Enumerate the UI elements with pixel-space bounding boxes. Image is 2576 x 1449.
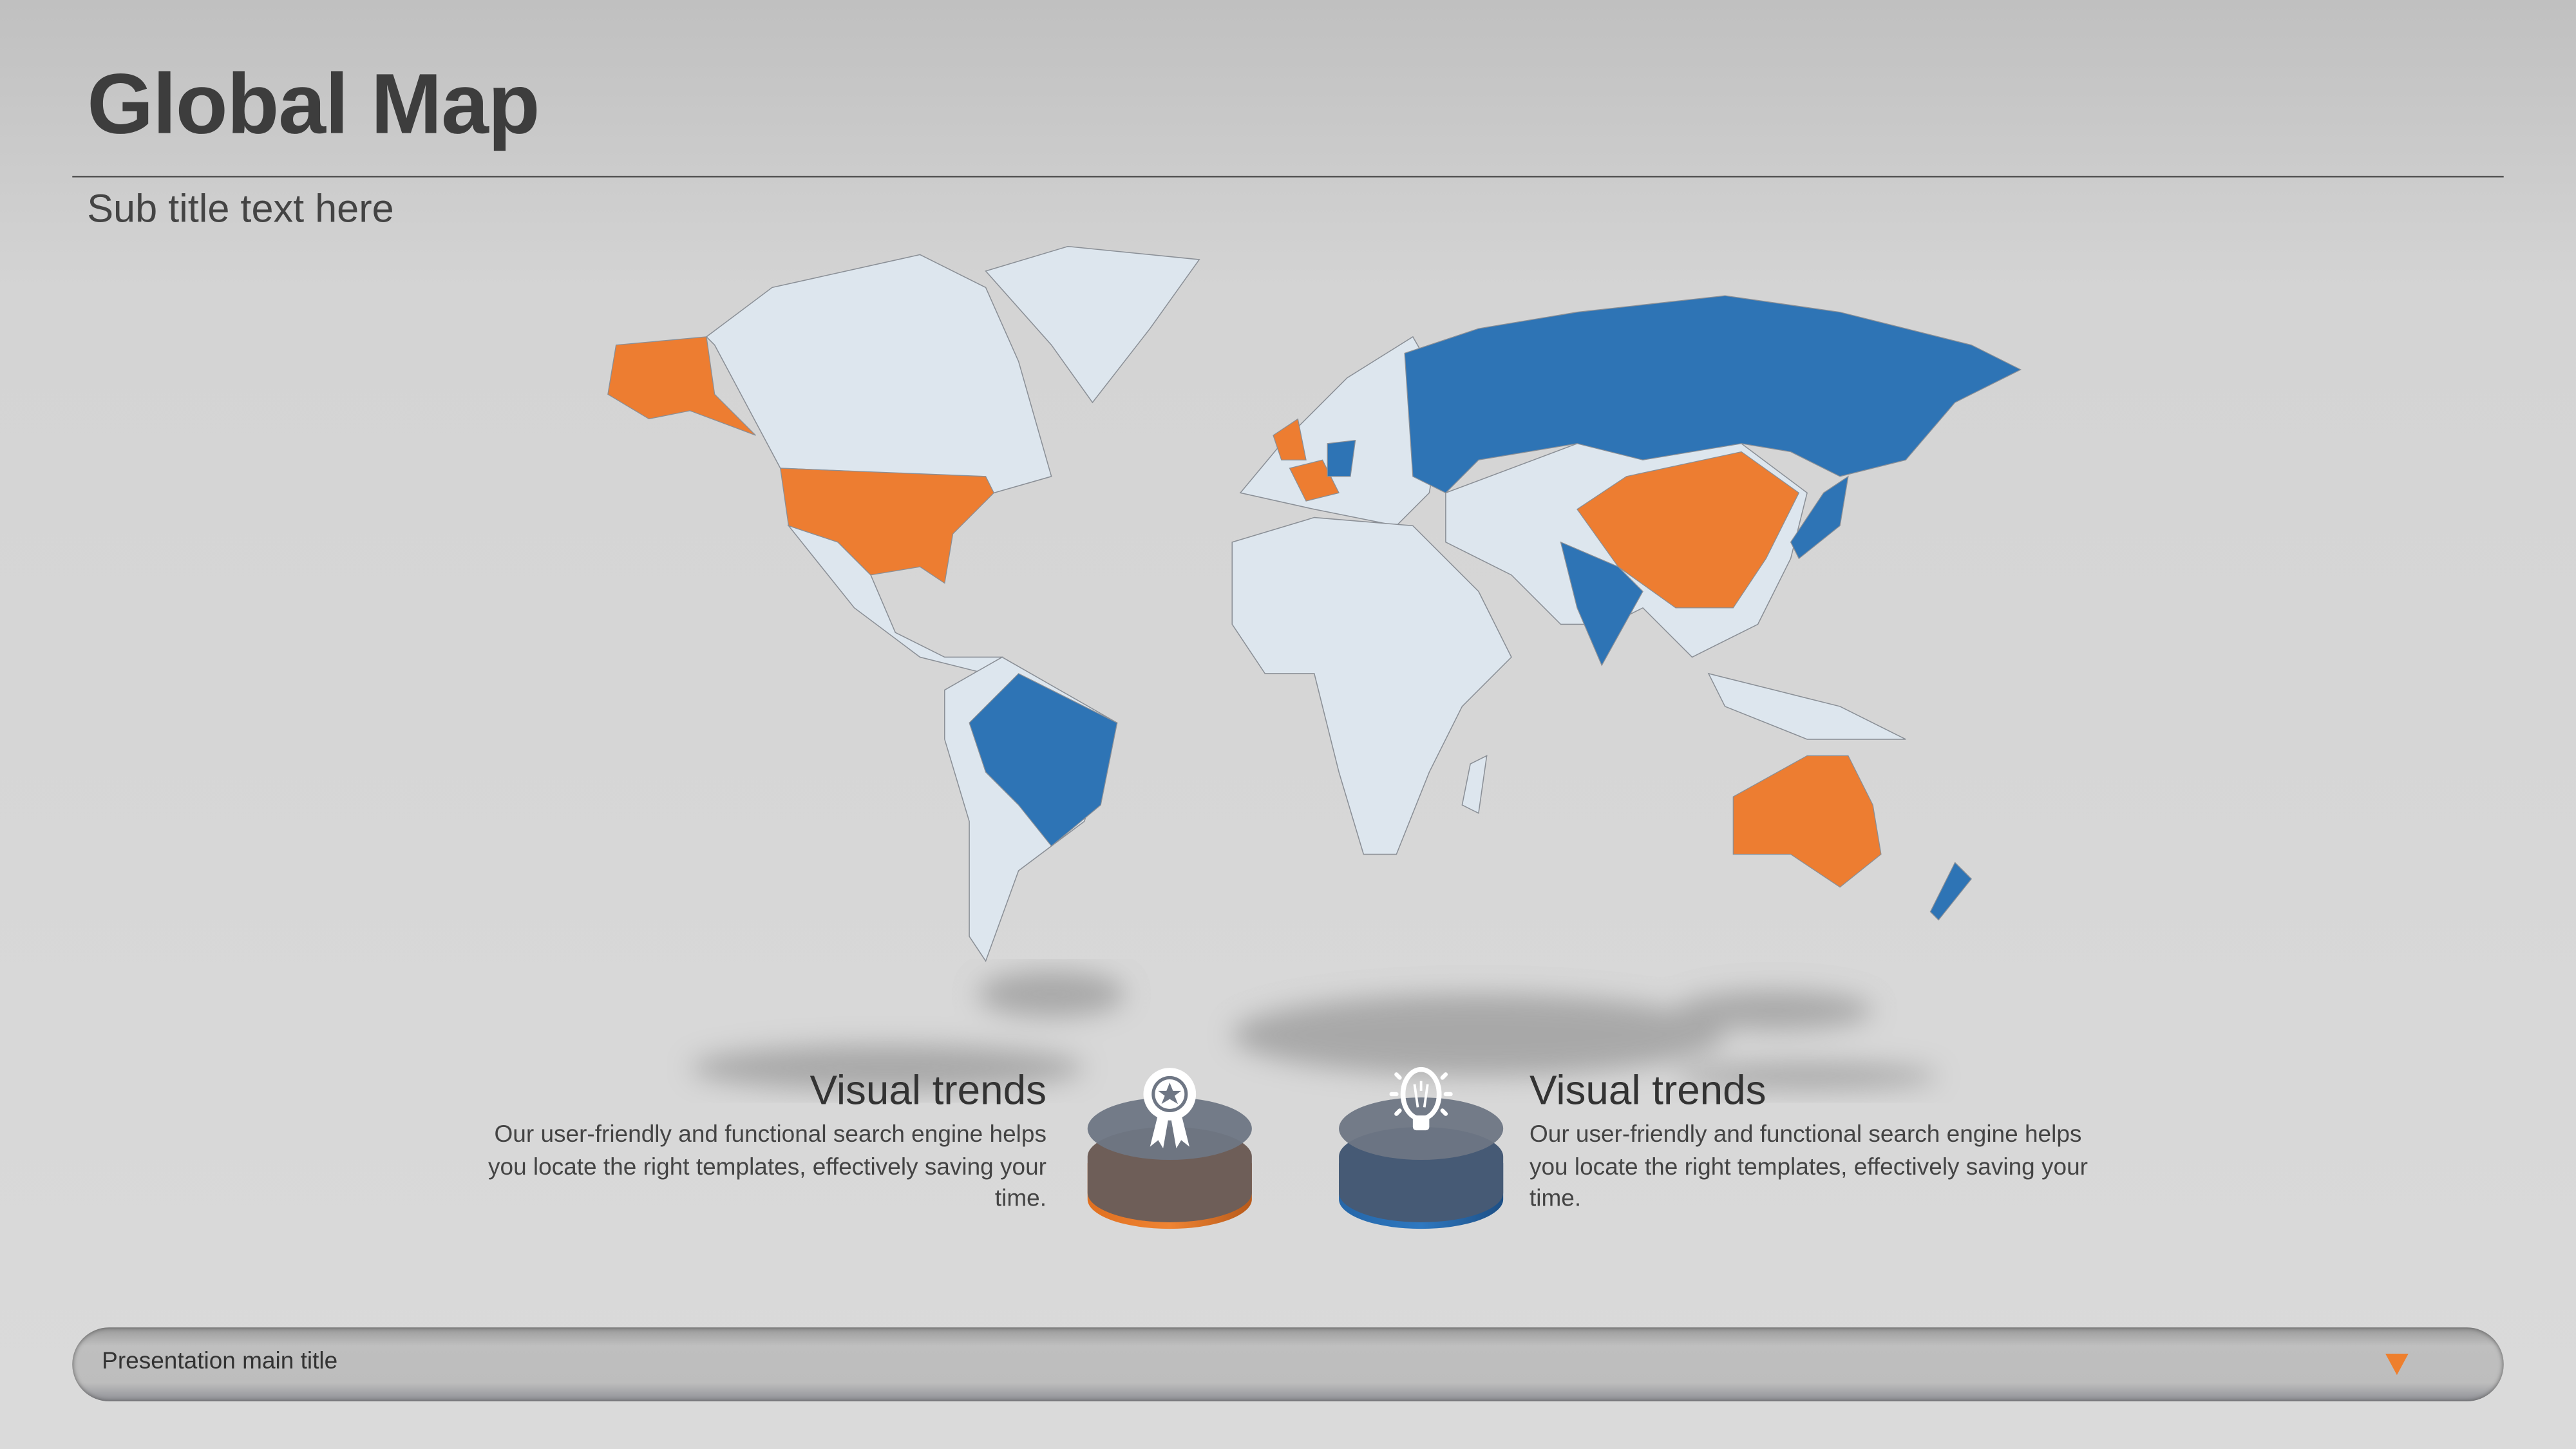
country-new-zealand	[1929, 862, 1973, 921]
footer-title: Presentation main title	[102, 1349, 338, 1376]
country-united-kingdom	[1273, 418, 1307, 460]
triangle-down-icon[interactable]	[2385, 1354, 2409, 1376]
page-title: Global Map	[87, 57, 540, 153]
footer-bar: Presentation main title	[72, 1327, 2504, 1402]
award-ribbon-icon	[1143, 1068, 1197, 1149]
feature-block-right: Visual trends Our user-friendly and func…	[1530, 1065, 2121, 1217]
feature-heading: Visual trends	[1529, 1068, 1766, 1114]
greenland	[985, 245, 1200, 404]
country-alaska	[607, 336, 756, 436]
southeast-asia-islands	[1707, 672, 1906, 740]
feature-heading: Visual trends	[810, 1068, 1046, 1114]
lightbulb-icon	[1389, 1066, 1453, 1131]
map-shadow	[690, 971, 1939, 1091]
country-germany	[1327, 439, 1356, 477]
country-australia	[1732, 755, 1882, 888]
title-divider	[72, 175, 2504, 178]
canada	[705, 254, 1052, 494]
africa	[1231, 516, 1512, 855]
country-china	[1577, 451, 1800, 609]
country-japan	[1790, 475, 1849, 560]
country-brazil	[969, 673, 1118, 847]
country-united-states	[779, 468, 995, 584]
cylinder-blue	[1339, 1066, 1504, 1245]
country-france	[1289, 459, 1340, 502]
country-russia	[1404, 295, 2022, 494]
page-subtitle: Sub title text here	[87, 187, 394, 232]
country-india	[1560, 541, 1643, 667]
cylinder-orange	[1087, 1068, 1252, 1245]
feature-body: Our user-friendly and functional search …	[488, 1122, 1046, 1213]
feature-body: Our user-friendly and functional search …	[1529, 1122, 2088, 1213]
feature-block-left: Visual trends Our user-friendly and func…	[455, 1065, 1046, 1217]
madagascar	[1461, 755, 1488, 814]
